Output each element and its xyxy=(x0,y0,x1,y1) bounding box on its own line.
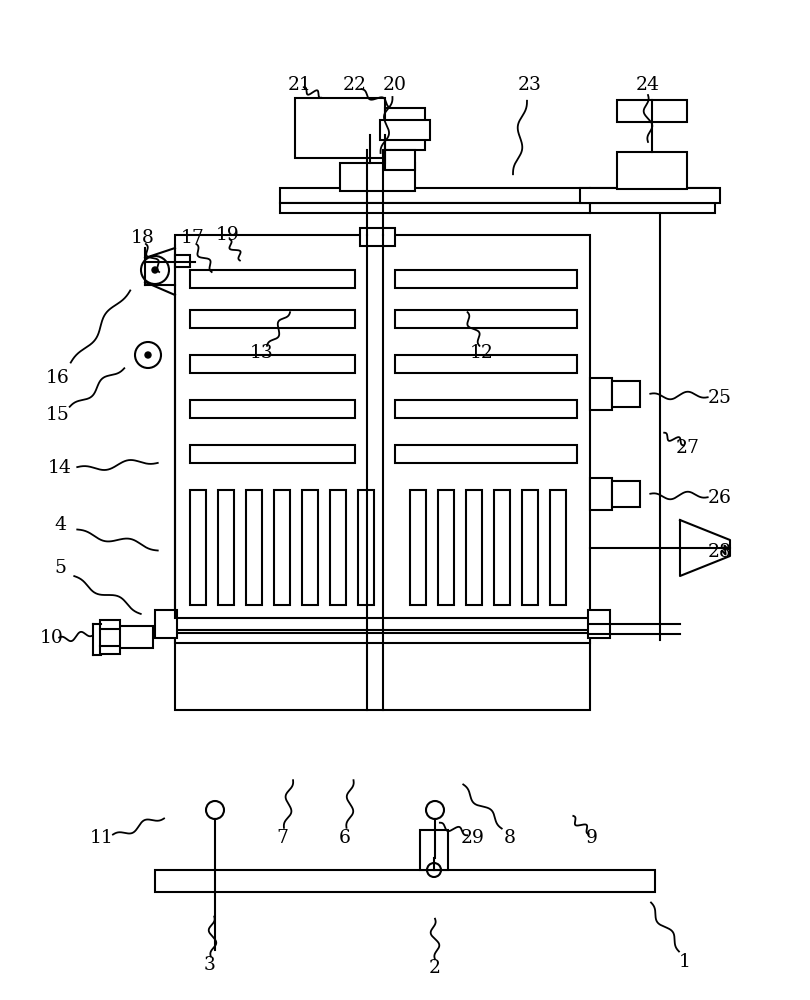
Bar xyxy=(295,98,385,158)
Bar xyxy=(358,490,374,605)
Text: 9: 9 xyxy=(586,829,598,847)
Text: 23: 23 xyxy=(518,76,542,94)
Text: 6: 6 xyxy=(339,829,351,847)
Text: 18: 18 xyxy=(131,229,155,247)
Text: 13: 13 xyxy=(250,344,274,362)
Bar xyxy=(410,490,426,605)
Text: 20: 20 xyxy=(383,76,407,94)
Bar xyxy=(190,490,206,605)
Circle shape xyxy=(152,267,158,273)
Text: 3: 3 xyxy=(204,956,216,974)
Bar xyxy=(395,355,577,373)
Text: 17: 17 xyxy=(181,229,205,247)
Text: 29: 29 xyxy=(461,829,485,847)
Bar xyxy=(175,255,190,267)
Text: 15: 15 xyxy=(46,406,70,424)
Text: 10: 10 xyxy=(40,629,64,647)
Text: 12: 12 xyxy=(470,344,494,362)
Text: 1: 1 xyxy=(679,953,691,971)
Bar xyxy=(395,445,577,463)
Bar xyxy=(155,870,655,892)
Text: 22: 22 xyxy=(343,76,367,94)
Text: 11: 11 xyxy=(90,829,114,847)
Bar xyxy=(588,610,610,638)
Bar xyxy=(100,620,120,654)
Circle shape xyxy=(145,352,151,358)
Text: 16: 16 xyxy=(46,369,70,387)
Text: 14: 14 xyxy=(48,459,72,477)
Bar xyxy=(580,188,720,203)
Bar xyxy=(590,188,715,203)
Bar xyxy=(302,490,318,605)
Bar xyxy=(395,400,577,418)
Text: 27: 27 xyxy=(676,439,700,457)
Bar xyxy=(438,490,454,605)
Text: 4: 4 xyxy=(54,516,66,534)
Bar xyxy=(190,355,355,373)
Bar xyxy=(385,108,425,150)
Bar xyxy=(175,618,590,630)
Text: 25: 25 xyxy=(708,389,732,407)
Bar xyxy=(590,478,612,510)
Bar xyxy=(175,235,590,710)
Bar xyxy=(590,203,715,213)
Bar xyxy=(494,490,510,605)
Bar xyxy=(246,490,262,605)
Bar xyxy=(385,150,415,170)
Bar xyxy=(395,270,577,288)
Bar xyxy=(118,626,153,648)
Bar xyxy=(280,188,590,203)
Text: 2: 2 xyxy=(429,959,441,977)
Bar xyxy=(274,490,290,605)
Text: 26: 26 xyxy=(708,489,732,507)
Bar xyxy=(617,100,687,122)
Bar xyxy=(522,490,538,605)
Text: 21: 21 xyxy=(288,76,312,94)
Bar xyxy=(330,490,346,605)
Bar xyxy=(280,203,590,213)
Bar xyxy=(612,481,640,507)
Bar xyxy=(590,378,612,410)
Bar xyxy=(190,310,355,328)
Bar xyxy=(155,610,177,638)
Text: 7: 7 xyxy=(276,829,288,847)
Bar xyxy=(190,270,355,288)
Bar xyxy=(190,400,355,418)
Bar xyxy=(380,120,430,140)
Polygon shape xyxy=(680,520,730,576)
Bar xyxy=(340,163,415,191)
Bar xyxy=(617,152,687,189)
Text: 5: 5 xyxy=(54,559,66,577)
Bar xyxy=(175,633,590,643)
Bar xyxy=(420,830,448,870)
Bar xyxy=(190,445,355,463)
Bar xyxy=(360,228,395,246)
Bar xyxy=(395,310,577,328)
Bar xyxy=(550,490,566,605)
Text: 28: 28 xyxy=(708,543,732,561)
Bar xyxy=(466,490,482,605)
Text: 8: 8 xyxy=(504,829,516,847)
Text: 19: 19 xyxy=(216,226,240,244)
Bar xyxy=(218,490,234,605)
Bar xyxy=(612,381,640,407)
Text: 24: 24 xyxy=(636,76,660,94)
